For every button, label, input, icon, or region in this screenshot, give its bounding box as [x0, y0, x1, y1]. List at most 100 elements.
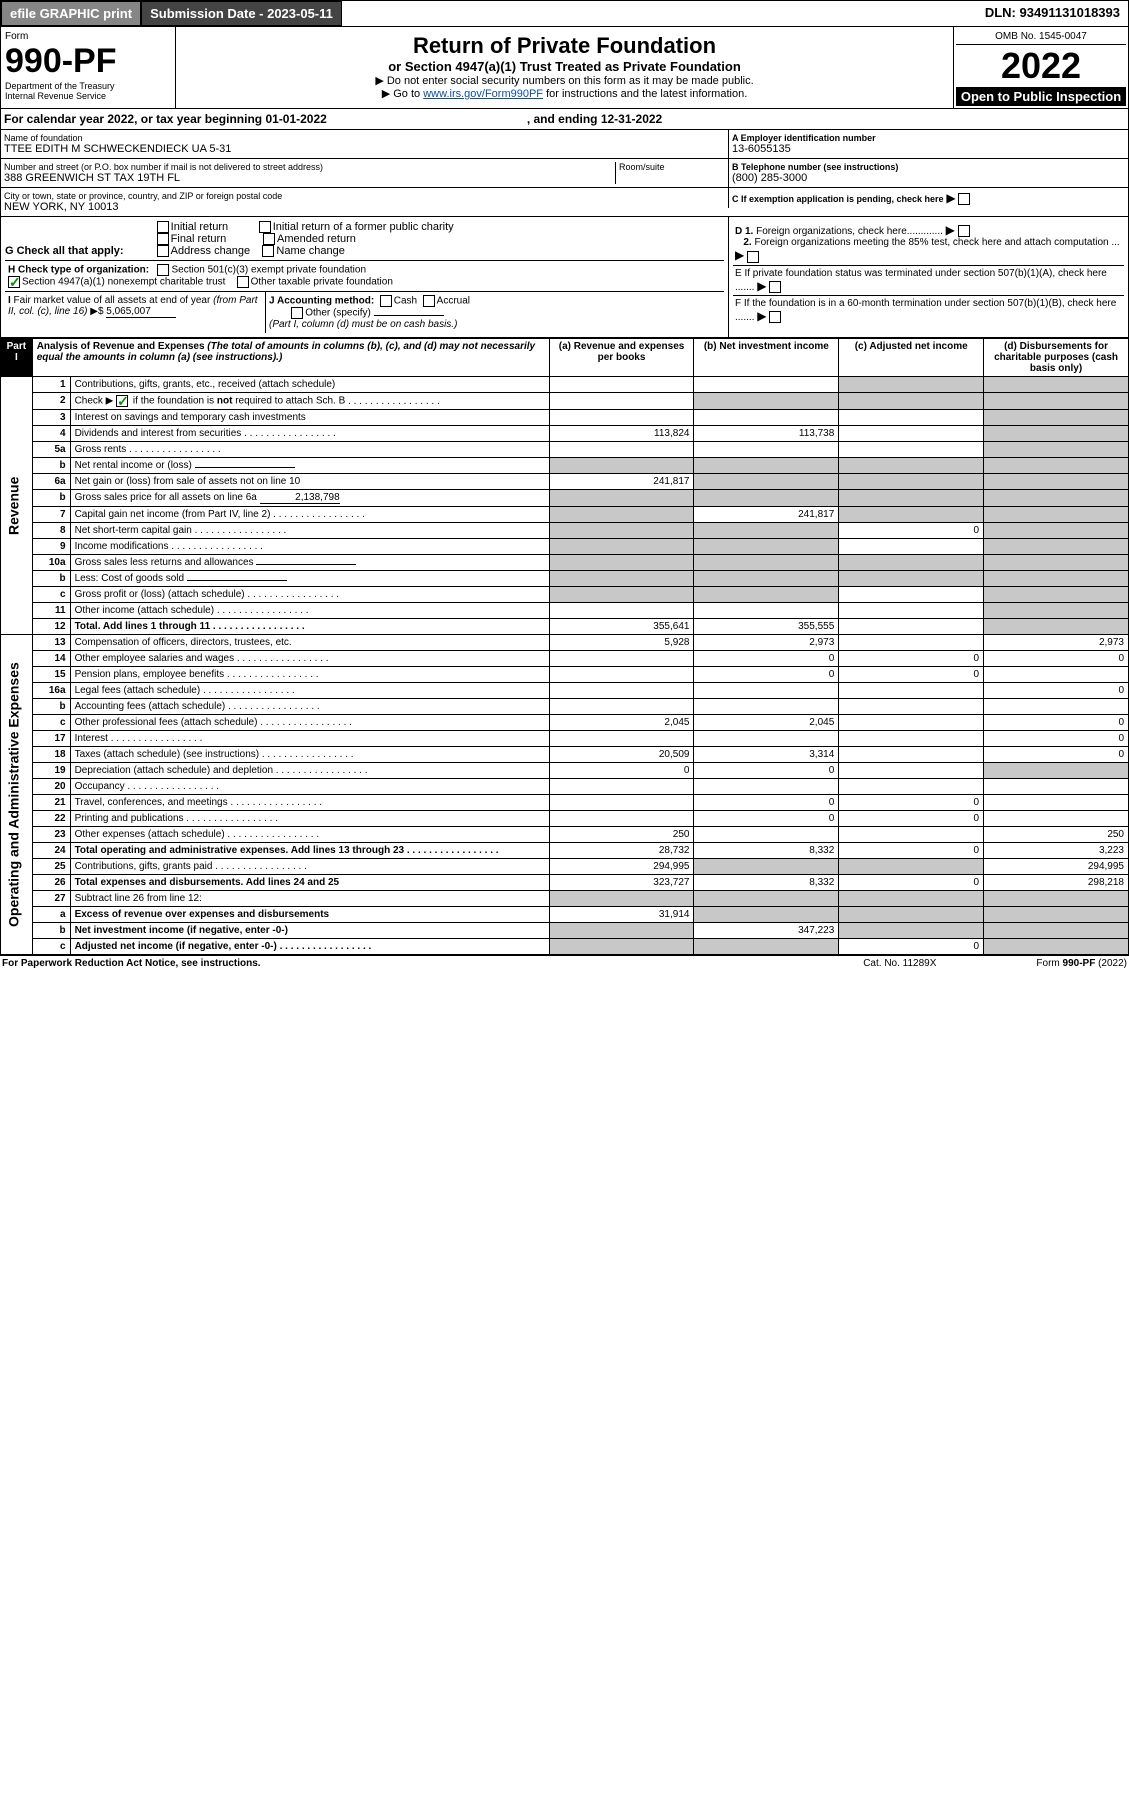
h-other-checkbox[interactable]: [237, 276, 249, 288]
table-row: 8Net short-term capital gain0: [1, 523, 1129, 539]
amount-cell: 0: [694, 651, 839, 667]
amount-cell: 0: [839, 651, 984, 667]
d1-checkbox[interactable]: [958, 225, 970, 237]
line-description: Net gain or (loss) from sale of assets n…: [70, 474, 549, 490]
g-address-checkbox[interactable]: [157, 245, 169, 257]
telephone: (800) 285-3000: [732, 172, 1125, 184]
g-final-checkbox[interactable]: [157, 233, 169, 245]
amount-cell: 0: [694, 763, 839, 779]
i-value: 5,065,007: [106, 306, 176, 318]
efile-button[interactable]: efile GRAPHIC print: [1, 1, 141, 26]
amount-cell: [839, 458, 984, 474]
submission-button[interactable]: Submission Date - 2023-05-11: [141, 1, 342, 26]
f-checkbox[interactable]: [769, 311, 781, 323]
line-number: 21: [32, 795, 70, 811]
amount-cell: [984, 811, 1129, 827]
h-4947-checkbox[interactable]: [8, 276, 20, 288]
j-accrual: Accrual: [437, 296, 470, 307]
amount-cell: [549, 811, 694, 827]
table-row: cOther professional fees (attach schedul…: [1, 715, 1129, 731]
c-checkbox[interactable]: [958, 193, 970, 205]
tel-cell: B Telephone number (see instructions) (8…: [728, 159, 1128, 188]
col-a-header: (a) Revenue and expenses per books: [549, 339, 694, 377]
amount-cell: [694, 827, 839, 843]
amount-cell: [984, 523, 1129, 539]
title-box: Return of Private Foundation or Section …: [176, 27, 953, 108]
g-amended-checkbox[interactable]: [263, 233, 275, 245]
amount-cell: [839, 699, 984, 715]
amount-cell: [839, 426, 984, 442]
amount-cell: 3,314: [694, 747, 839, 763]
d2-checkbox[interactable]: [747, 251, 759, 263]
line-number: 24: [32, 843, 70, 859]
amount-cell: [694, 699, 839, 715]
table-row: bAccounting fees (attach schedule): [1, 699, 1129, 715]
e-checkbox[interactable]: [769, 281, 781, 293]
g-opt-final: Final return: [171, 233, 227, 245]
line-number: 17: [32, 731, 70, 747]
amount-cell: [984, 490, 1129, 507]
room-label: Room/suite: [619, 162, 725, 172]
j-accrual-checkbox[interactable]: [423, 295, 435, 307]
amount-cell: [549, 939, 694, 955]
table-row: 17Interest0: [1, 731, 1129, 747]
sch-b-checkbox[interactable]: [116, 395, 128, 407]
line-number: b: [32, 923, 70, 939]
table-row: 24Total operating and administrative exp…: [1, 843, 1129, 859]
amount-cell: [549, 795, 694, 811]
amount-cell: 0: [984, 683, 1129, 699]
h-501c3-checkbox[interactable]: [157, 264, 169, 276]
amount-cell: [694, 907, 839, 923]
exemption-cell: C If exemption application is pending, c…: [728, 188, 1128, 208]
amount-cell: [839, 923, 984, 939]
amount-cell: [984, 939, 1129, 955]
form-number: 990-PF: [5, 42, 171, 81]
arrow-icon: ▶: [946, 191, 955, 205]
h-label: H Check type of organization:: [8, 265, 149, 276]
amount-cell: [694, 859, 839, 875]
instructions-link[interactable]: www.irs.gov/Form990PF: [423, 88, 543, 100]
footer-left: For Paperwork Reduction Act Notice, see …: [2, 958, 261, 969]
amount-cell: [984, 603, 1129, 619]
line-description: Accounting fees (attach schedule): [70, 699, 549, 715]
g-opt-initial: Initial return: [171, 221, 228, 233]
amount-cell: [839, 715, 984, 731]
amount-cell: [549, 377, 694, 393]
g-initial-former-checkbox[interactable]: [259, 221, 271, 233]
amount-cell: 2,045: [549, 715, 694, 731]
table-row: bNet investment income (if negative, ent…: [1, 923, 1129, 939]
amount-cell: [839, 763, 984, 779]
amount-cell: 241,817: [694, 507, 839, 523]
g-name-checkbox[interactable]: [262, 245, 274, 257]
address: 388 GREENWICH ST TAX 19TH FL: [4, 172, 615, 184]
amount-cell: [839, 490, 984, 507]
amount-cell: 355,641: [549, 619, 694, 635]
line-description: Net investment income (if negative, ente…: [70, 923, 549, 939]
col-b-header: (b) Net investment income: [694, 339, 839, 377]
j-other-checkbox[interactable]: [291, 307, 303, 319]
amount-cell: [549, 603, 694, 619]
line-description: Contributions, gifts, grants, etc., rece…: [70, 377, 549, 393]
amount-cell: [549, 923, 694, 939]
amount-cell: [549, 539, 694, 555]
line-number: c: [32, 587, 70, 603]
line-number: c: [32, 939, 70, 955]
line-description: Pension plans, employee benefits: [70, 667, 549, 683]
entity-info: Name of foundation TTEE EDITH M SCHWECKE…: [0, 130, 1129, 217]
g-initial-checkbox[interactable]: [157, 221, 169, 233]
amount-cell: 0: [694, 811, 839, 827]
addr-label: Number and street (or P.O. box number if…: [4, 162, 615, 172]
amount-cell: [839, 859, 984, 875]
amount-cell: [984, 667, 1129, 683]
amount-cell: [984, 410, 1129, 426]
amount-cell: [839, 619, 984, 635]
line-description: Capital gain net income (from Part IV, l…: [70, 507, 549, 523]
j-cash-checkbox[interactable]: [380, 295, 392, 307]
line-description: Taxes (attach schedule) (see instruction…: [70, 747, 549, 763]
amount-cell: [839, 410, 984, 426]
table-row: 11Other income (attach schedule): [1, 603, 1129, 619]
line-number: 13: [32, 635, 70, 651]
table-row: Revenue1Contributions, gifts, grants, et…: [1, 377, 1129, 393]
line-description: Check ▶ if the foundation is not require…: [70, 393, 549, 410]
amount-cell: 0: [839, 667, 984, 683]
